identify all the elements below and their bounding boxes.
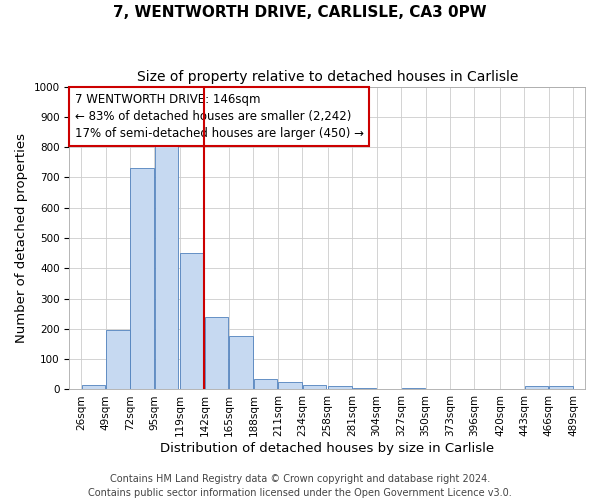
Bar [254,379,277,390]
Bar [229,336,253,390]
Y-axis label: Number of detached properties: Number of detached properties [15,133,28,343]
Bar [328,386,352,390]
Bar [205,317,229,390]
Title: Size of property relative to detached houses in Carlisle: Size of property relative to detached ho… [137,70,518,84]
Bar [525,386,548,390]
Bar [181,253,204,390]
Bar [353,388,376,390]
Text: 7 WENTWORTH DRIVE: 146sqm
← 83% of detached houses are smaller (2,242)
17% of se: 7 WENTWORTH DRIVE: 146sqm ← 83% of detac… [74,92,364,140]
Text: Contains HM Land Registry data © Crown copyright and database right 2024.
Contai: Contains HM Land Registry data © Crown c… [88,474,512,498]
Bar [82,385,105,390]
Text: 7, WENTWORTH DRIVE, CARLISLE, CA3 0PW: 7, WENTWORTH DRIVE, CARLISLE, CA3 0PW [113,5,487,20]
Bar [155,138,178,390]
Bar [278,382,302,390]
Bar [302,385,326,390]
Bar [130,168,154,390]
Bar [106,330,130,390]
Bar [549,386,573,390]
Bar [401,388,425,390]
X-axis label: Distribution of detached houses by size in Carlisle: Distribution of detached houses by size … [160,442,494,455]
